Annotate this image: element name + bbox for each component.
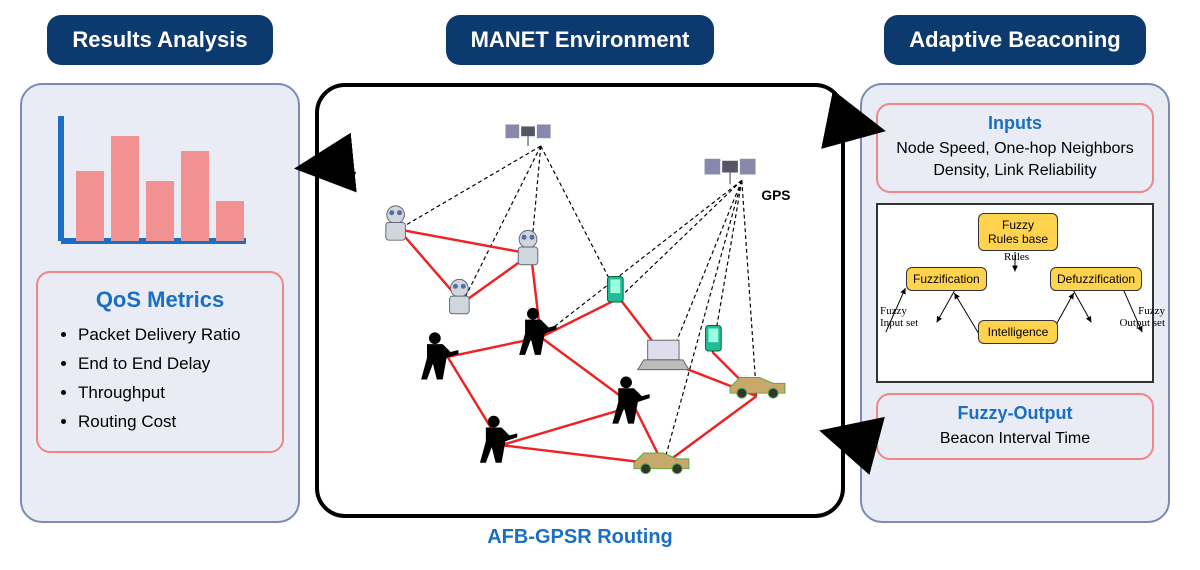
defuzzification-node: Defuzzification [1050, 267, 1142, 291]
qos-list: Packet Delivery Ratio End to End Delay T… [54, 321, 266, 437]
robot-icon [386, 206, 538, 314]
laptop-icon [638, 340, 689, 369]
satellite-icon [505, 124, 755, 184]
adaptive-panel: Inputs Node Speed, One-hop Neighbors Den… [860, 83, 1170, 523]
intelligence-node: Intelligence [978, 320, 1058, 344]
results-panel: QoS Metrics Packet Delivery Ratio End to… [20, 83, 300, 523]
inputs-box: Inputs Node Speed, One-hop Neighbors Den… [876, 103, 1154, 193]
manet-network: GPS [329, 97, 831, 504]
qos-box: QoS Metrics Packet Delivery Ratio End to… [36, 271, 284, 453]
manet-panel: GPS [315, 83, 845, 518]
fuzzy-output-label: Fuzzy Output set [1110, 305, 1165, 329]
list-item: Routing Cost [78, 408, 266, 437]
fuzzy-rules-node: Fuzzy Rules base [978, 213, 1058, 251]
fuzzy-input-label: Fuzzy Input set [880, 305, 930, 329]
header-middle: MANET Environment [446, 15, 715, 65]
vehicle-icon [634, 377, 785, 473]
fuzzification-node: Fuzzification [906, 267, 987, 291]
soldier-icon [421, 308, 650, 463]
inputs-text: Node Speed, One-hop Neighbors Density, L… [888, 138, 1142, 183]
rules-label: Rules [1004, 251, 1029, 263]
gps-label: GPS [761, 188, 790, 203]
output-box: Fuzzy-Output Beacon Interval Time [876, 393, 1154, 460]
header-left: Results Analysis [47, 15, 272, 65]
inputs-title: Inputs [888, 113, 1142, 134]
header-right: Adaptive Beaconing [884, 15, 1145, 65]
output-title: Fuzzy-Output [888, 403, 1142, 424]
list-item: Packet Delivery Ratio [78, 321, 266, 350]
adhoc-links [399, 229, 757, 464]
output-text: Beacon Interval Time [888, 428, 1142, 450]
qos-title: QoS Metrics [54, 287, 266, 313]
list-item: Throughput [78, 379, 266, 408]
fuzzy-diagram: Fuzzy Rules base Fuzzification Defuzzifi… [876, 203, 1154, 383]
routing-label: AFB-GPSR Routing [487, 526, 673, 549]
bar-chart-icon [46, 111, 274, 251]
list-item: End to End Delay [78, 350, 266, 379]
